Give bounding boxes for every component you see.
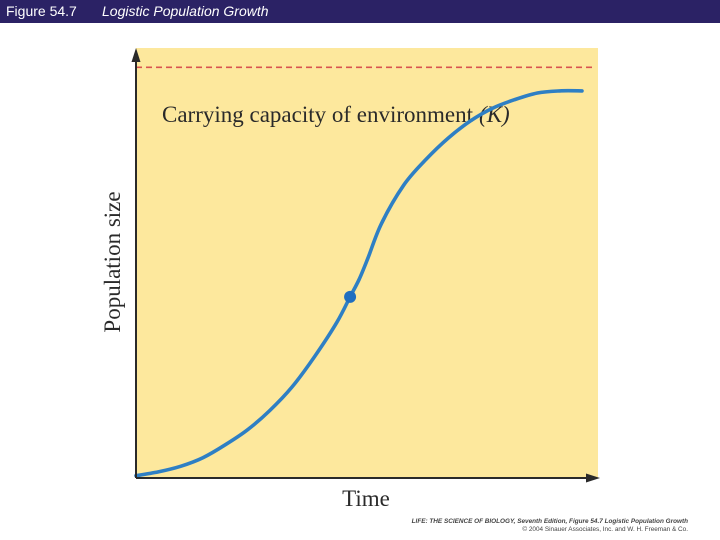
credit-copyright: © 2004 Sinauer Associates, Inc. and W. H… (522, 526, 688, 533)
population-curve (134, 88, 584, 478)
y-axis-label: Population size (100, 191, 125, 332)
carrying-capacity-label: Carrying capacity of environment (K) (162, 102, 510, 127)
credit-source: LIFE: THE SCIENCE OF BIOLOGY, Seventh Ed… (411, 518, 688, 525)
figure-title: Logistic Population Growth (102, 3, 269, 19)
carrying-capacity-text: Carrying capacity of environment (162, 102, 474, 127)
y-axis-arrowhead (131, 48, 141, 62)
x-axis-arrowhead (586, 473, 600, 483)
inflection-point-marker (344, 290, 357, 303)
x-axis-label: Time (342, 486, 390, 511)
figure-title-bar: Figure 54.7 Logistic Population Growth (0, 0, 720, 23)
figure-credit: LIFE: THE SCIENCE OF BIOLOGY, Seventh Ed… (412, 518, 688, 534)
figure-number: Figure 54.7 (6, 3, 77, 19)
